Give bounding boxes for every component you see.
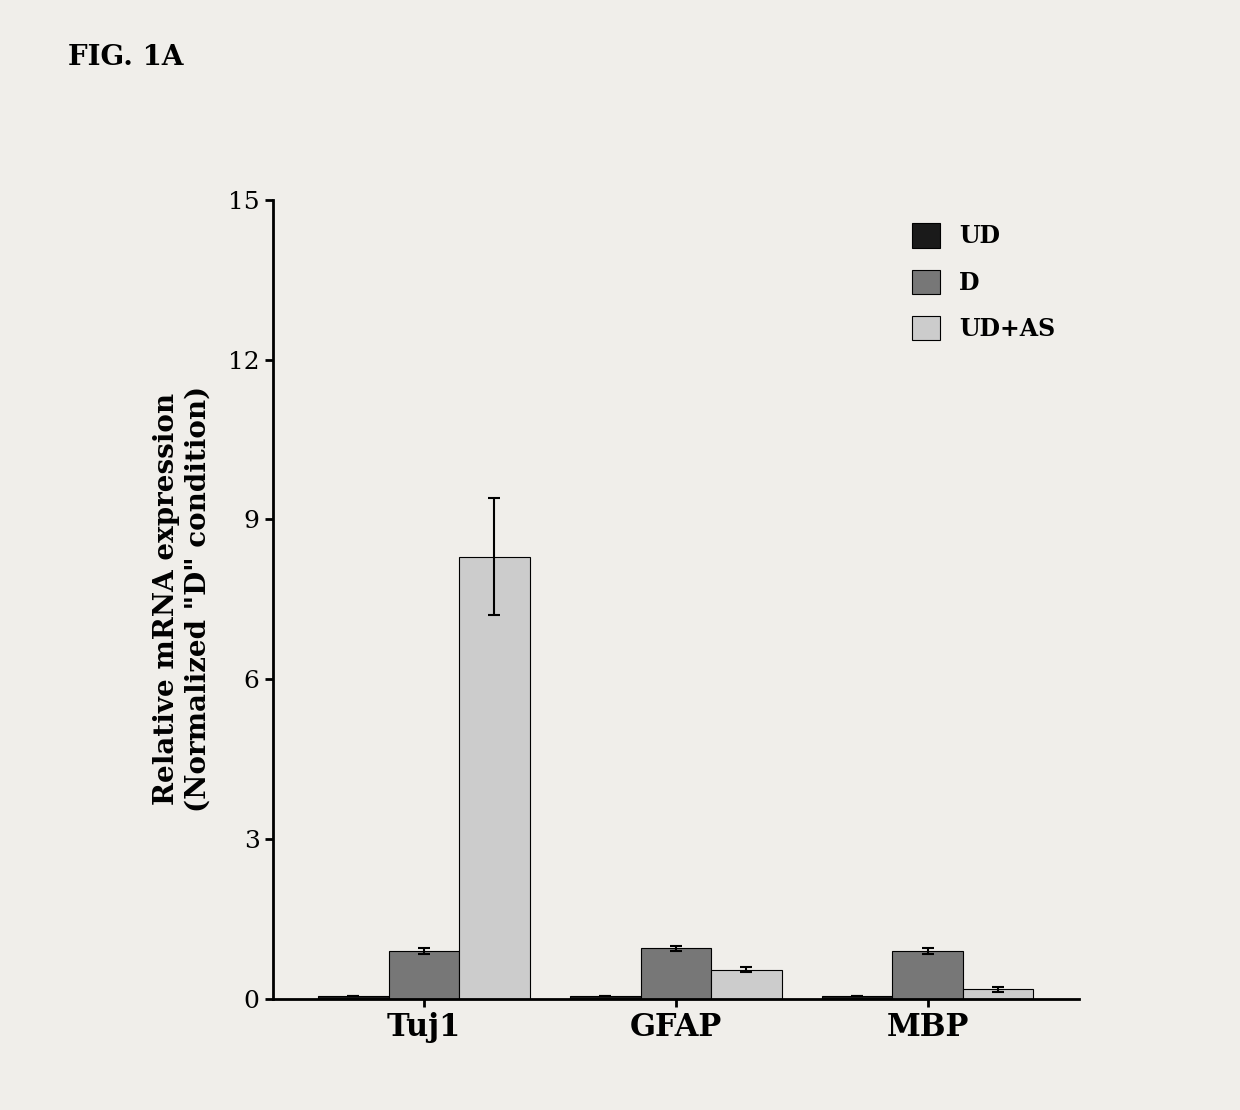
Bar bbox=[388, 951, 459, 999]
Bar bbox=[963, 989, 1033, 999]
Text: FIG. 1A: FIG. 1A bbox=[68, 44, 184, 71]
Bar bbox=[459, 557, 529, 999]
Legend: UD, D, UD+AS: UD, D, UD+AS bbox=[900, 212, 1066, 353]
Bar bbox=[641, 948, 711, 999]
Bar bbox=[570, 997, 641, 999]
Bar bbox=[822, 997, 893, 999]
Y-axis label: Relative mRNA expression
(Normalized "D" condition): Relative mRNA expression (Normalized "D"… bbox=[153, 386, 211, 813]
Bar bbox=[893, 951, 963, 999]
Bar bbox=[711, 970, 781, 999]
Bar bbox=[319, 997, 388, 999]
